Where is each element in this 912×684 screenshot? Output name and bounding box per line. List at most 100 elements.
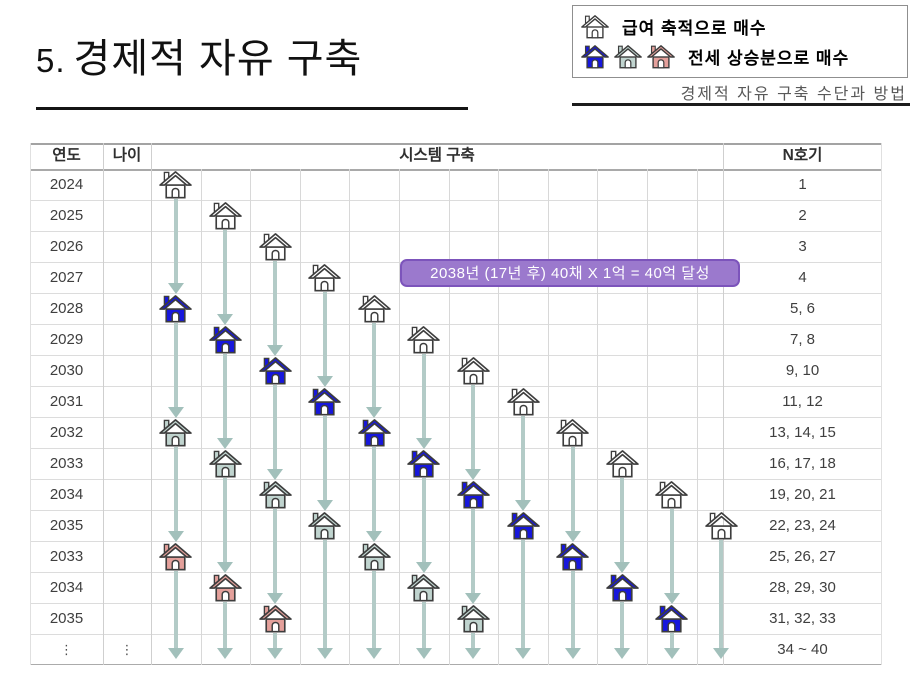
house-icon-jeonse-blue bbox=[407, 450, 441, 478]
purchase-house bbox=[308, 387, 341, 421]
house-icon-jeonse-blue bbox=[357, 419, 391, 447]
growth-arrow-head bbox=[564, 530, 581, 542]
purchase-house bbox=[308, 263, 341, 297]
grid-line-v bbox=[723, 143, 724, 665]
growth-arrow-line bbox=[273, 385, 277, 471]
growth-arrow-line bbox=[273, 261, 277, 347]
growth-arrow-head bbox=[713, 648, 730, 659]
grid-line-h bbox=[30, 479, 882, 480]
year-cell: 2034 bbox=[49, 579, 84, 596]
year-cell: 2028 bbox=[49, 300, 84, 317]
house-icon-salary bbox=[605, 450, 639, 478]
growth-arrow-head bbox=[366, 406, 383, 418]
house-icon-jeonse-blue bbox=[506, 512, 540, 540]
grid-line-h bbox=[30, 386, 882, 387]
year-cell: 2032 bbox=[49, 424, 84, 441]
house-icon-jeonse-blue bbox=[209, 326, 242, 354]
house-icon-salary bbox=[556, 419, 589, 447]
units-cell: 34 ~ 40 bbox=[777, 641, 828, 658]
growth-arrow-head bbox=[564, 648, 581, 659]
units-cell: 9, 10 bbox=[785, 362, 820, 379]
purchase-house bbox=[556, 542, 589, 576]
year-cell: 2034 bbox=[49, 486, 84, 503]
growth-arrow-head bbox=[316, 648, 333, 659]
purchase-house bbox=[357, 418, 391, 452]
grid-line-h bbox=[30, 572, 882, 573]
grid-line-v bbox=[547, 169, 549, 665]
grid-line-h bbox=[30, 200, 882, 201]
growth-arrow-head bbox=[614, 561, 631, 573]
year-cell: ⋮ bbox=[60, 642, 73, 657]
purchase-house bbox=[506, 387, 540, 421]
purchase-house bbox=[209, 449, 242, 483]
house-icon-jeonse-blue bbox=[581, 45, 609, 69]
purchase-house bbox=[159, 294, 193, 328]
growth-arrow-head bbox=[267, 648, 283, 659]
year-cell: 2027 bbox=[49, 269, 84, 286]
house-icon-jeonse-pink bbox=[209, 574, 242, 602]
growth-arrow-head bbox=[267, 592, 283, 604]
purchase-house bbox=[357, 294, 391, 328]
grid-line-v bbox=[200, 169, 202, 665]
year-cell: 2024 bbox=[49, 176, 84, 193]
legend-row-jeonse: 전세 상승분으로 매수 bbox=[581, 44, 899, 69]
grid-line-v bbox=[881, 143, 882, 665]
growth-arrow-line bbox=[421, 478, 426, 564]
year-cell: 2026 bbox=[49, 238, 84, 255]
purchase-house bbox=[605, 449, 639, 483]
units-cell: 11, 12 bbox=[782, 393, 823, 410]
grid-line-v bbox=[349, 169, 351, 665]
legend-icons-salary bbox=[581, 14, 609, 39]
house-icon-salary bbox=[308, 264, 341, 292]
house-icon-salary bbox=[407, 326, 441, 354]
growth-arrow-head bbox=[316, 375, 333, 387]
grid-line-v bbox=[696, 169, 698, 665]
purchase-house bbox=[159, 170, 193, 204]
growth-arrow-line bbox=[173, 199, 178, 285]
purchase-house bbox=[457, 356, 490, 390]
growth-arrow-line bbox=[471, 633, 476, 650]
house-icon-salary bbox=[655, 481, 689, 509]
growth-arrow-line bbox=[570, 447, 575, 533]
house-icon-jeonse-blue bbox=[655, 605, 689, 633]
house-icon-salary bbox=[258, 233, 292, 261]
growth-arrow-head bbox=[167, 530, 184, 542]
units-cell: 25, 26, 27 bbox=[769, 548, 836, 565]
growth-arrow-head bbox=[167, 648, 184, 659]
growth-arrow-line bbox=[223, 602, 228, 650]
age-cell: ⋮ bbox=[120, 642, 134, 657]
growth-arrow-line bbox=[322, 292, 327, 378]
growth-arrow-line bbox=[322, 540, 327, 650]
year-cell: 2029 bbox=[49, 331, 84, 348]
growth-arrow-head bbox=[167, 406, 184, 418]
growth-arrow-head bbox=[614, 648, 631, 659]
growth-arrow-line bbox=[173, 323, 178, 409]
units-cell: 2 bbox=[798, 207, 807, 224]
growth-arrow-line bbox=[471, 509, 476, 595]
house-icon-jeonse-green bbox=[457, 605, 490, 633]
growth-arrow-line bbox=[719, 540, 724, 650]
growth-arrow-line bbox=[223, 354, 228, 440]
growth-arrow-line bbox=[669, 509, 674, 595]
purchase-house bbox=[705, 511, 738, 545]
house-icon-salary bbox=[457, 357, 490, 385]
purchase-house bbox=[457, 480, 490, 514]
house-icon-jeonse-blue bbox=[308, 388, 341, 416]
purchase-house bbox=[258, 604, 292, 638]
house-icon-jeonse-green bbox=[209, 450, 242, 478]
purchase-house bbox=[556, 418, 589, 452]
legend-box: 급여 축적으로 매수 전세 상승분으로 매수 bbox=[572, 5, 908, 78]
growth-arrow-line bbox=[669, 633, 674, 650]
grid-line-h bbox=[30, 603, 882, 604]
units-cell: 22, 23, 24 bbox=[769, 517, 836, 534]
grid-line-h bbox=[30, 324, 882, 325]
purchase-house bbox=[209, 325, 242, 359]
header-divider-line bbox=[572, 103, 910, 106]
purchase-house bbox=[357, 542, 391, 576]
table-top-border bbox=[30, 143, 882, 145]
header-bottom-line bbox=[30, 169, 882, 171]
grid-line-v bbox=[103, 143, 104, 665]
purchase-house bbox=[258, 480, 292, 514]
growth-arrow-line bbox=[521, 416, 525, 502]
